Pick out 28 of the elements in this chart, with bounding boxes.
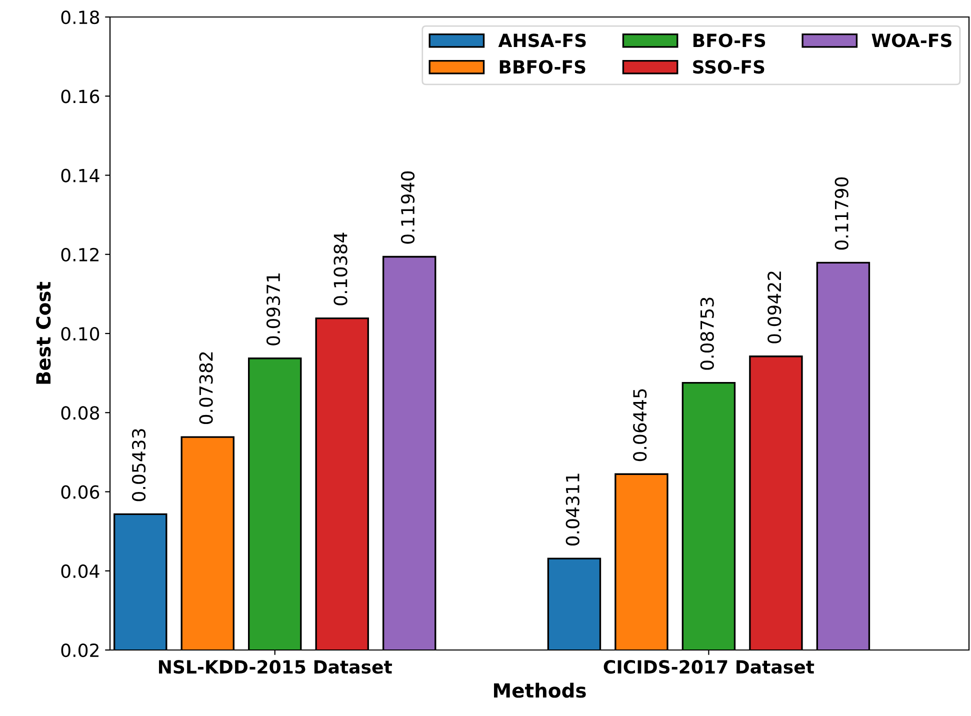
- x-tick-label: CICIDS-2017 Dataset: [604, 660, 814, 674]
- y-tick-label: 0.16: [61, 90, 100, 104]
- legend-label: BBFO-FS: [500, 60, 586, 74]
- data-label: 0.06445: [633, 389, 647, 462]
- data-label: 0.09422: [768, 272, 782, 344]
- legend-label: AHSA-FS: [498, 34, 586, 48]
- x-tick-label: NSL-KDD-2015 Dataset: [158, 660, 392, 674]
- data-label: 0.04311: [566, 474, 580, 546]
- data-label: 0.07382: [199, 352, 213, 424]
- y-tick-label: 0.06: [61, 485, 100, 499]
- legend-label: WOA-FS: [872, 34, 952, 48]
- y-axis-title: Best Cost: [36, 282, 51, 384]
- y-tick-label: 0.14: [61, 168, 100, 182]
- y-tick-label: 0.18: [61, 10, 100, 24]
- data-label: 0.05433: [132, 429, 146, 502]
- data-label: 0.08753: [700, 298, 714, 370]
- data-label: 0.11790: [834, 177, 848, 250]
- y-tick-label: 0.12: [61, 248, 98, 262]
- data-label: 0.11940: [400, 171, 415, 244]
- y-tick-label: 0.10: [61, 326, 100, 341]
- y-tick-label: 0.08: [61, 406, 100, 420]
- y-tick-label: 0.02: [61, 643, 98, 658]
- legend-label: BFO-FS: [693, 34, 766, 48]
- legend-label: SSO-FS: [693, 60, 764, 74]
- data-label: 0.09371: [266, 274, 280, 346]
- y-tick-label: 0.04: [61, 564, 100, 578]
- x-axis-title: Methods: [494, 682, 586, 698]
- data-label: 0.10384: [334, 232, 348, 306]
